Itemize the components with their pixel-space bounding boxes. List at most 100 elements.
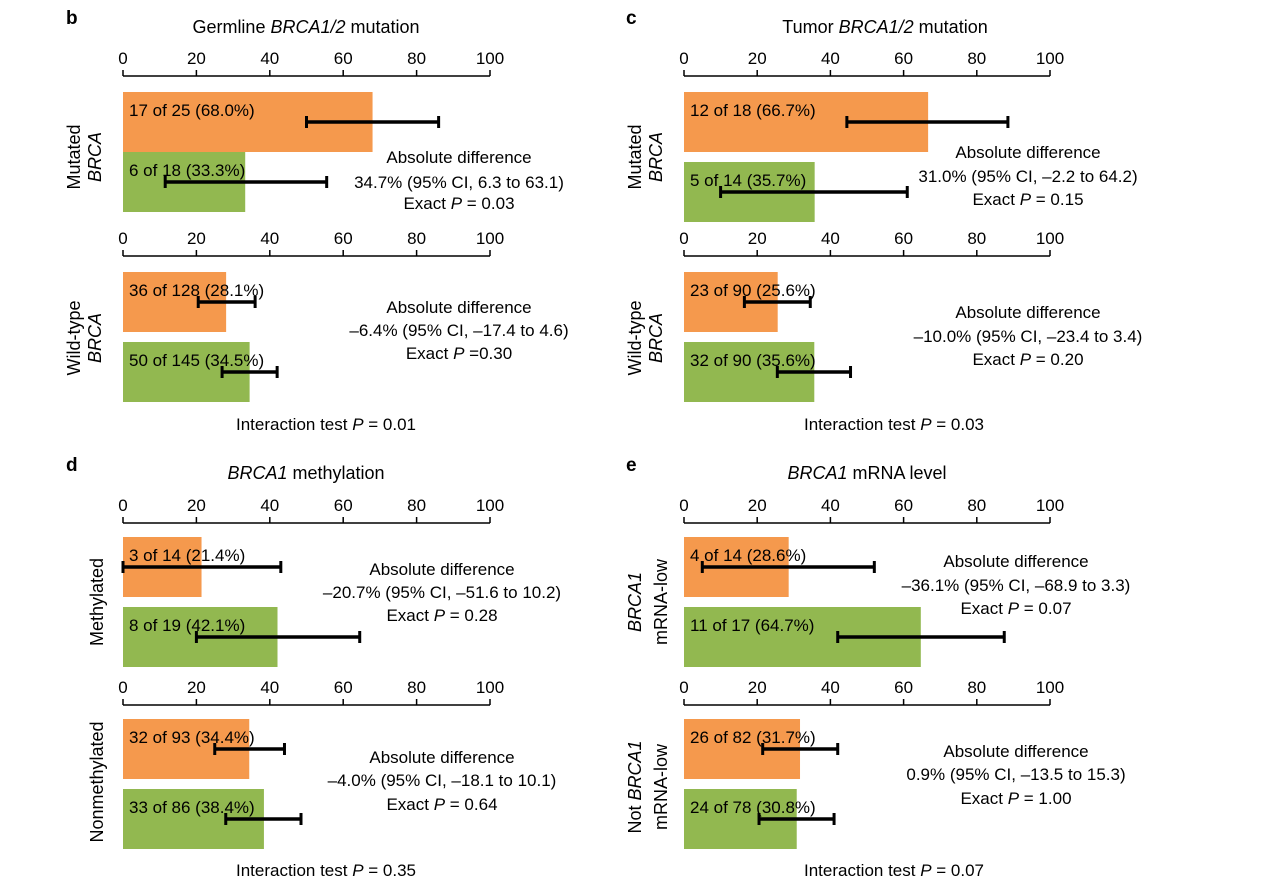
group-label-part: BRCA xyxy=(85,313,105,363)
x-tick-label: 60 xyxy=(894,496,913,515)
interaction-test-part: = 0.35 xyxy=(364,861,416,880)
difference-text-part: P xyxy=(1008,599,1020,618)
group-0: 0 20 40 60 80 100 Methylated 3 of 14 (21.4%) 8 o… xyxy=(87,496,561,667)
group-label: BRCA xyxy=(85,132,105,182)
x-tick-label: 60 xyxy=(334,678,353,697)
panel-b: b Germline BRCA1/2 mutation 0 20 40 60 80 100 Mu… xyxy=(64,8,569,434)
x-tick-label: 40 xyxy=(821,49,840,68)
group-1: 0 20 40 60 80 100 Wild-type BRCA 23 of 90 (25.6%… xyxy=(625,229,1142,402)
difference-text-part: –10.0% (95% CI, –23.4 to 3.4) xyxy=(914,327,1143,346)
difference-text-part: P xyxy=(453,344,465,363)
difference-text: Absolute difference xyxy=(943,742,1088,761)
difference-text: Absolute difference xyxy=(386,298,531,317)
panel-title-part: mutation xyxy=(914,17,988,37)
difference-text-part: Absolute difference xyxy=(369,560,514,579)
difference-text: Absolute difference xyxy=(955,303,1100,322)
difference-text-part: = 1.00 xyxy=(1019,789,1071,808)
bar-label: 32 of 90 (35.6%) xyxy=(690,351,816,370)
group-label-part: mRNA-low xyxy=(651,558,671,645)
panel-c: c Tumor BRCA1/2 mutation 0 20 40 60 80 100 Mutat… xyxy=(625,8,1142,434)
interaction-test-part: P xyxy=(920,861,932,880)
bar-label: 8 of 19 (42.1%) xyxy=(129,616,245,635)
difference-text: Exact P =0.30 xyxy=(406,344,512,363)
bar-label: 4 of 14 (28.6%) xyxy=(690,546,806,565)
x-tick-label: 100 xyxy=(1036,496,1064,515)
x-tick-label: 0 xyxy=(118,229,127,248)
bar-label: 32 of 93 (34.4%) xyxy=(129,728,255,747)
bar-label: 36 of 128 (28.1%) xyxy=(129,281,264,300)
group-label: BRCA xyxy=(646,132,666,182)
difference-text-part: Absolute difference xyxy=(943,552,1088,571)
x-tick-label: 40 xyxy=(260,229,279,248)
difference-text: –6.4% (95% CI, –17.4 to 4.6) xyxy=(349,321,568,340)
group-label: Nonmethylated xyxy=(87,721,107,842)
x-tick-label: 0 xyxy=(679,678,688,697)
panel-title-part: Tumor xyxy=(782,17,838,37)
difference-text: Exact P = 0.28 xyxy=(386,606,497,625)
bar-label: 3 of 14 (21.4%) xyxy=(129,546,245,565)
x-tick-label: 0 xyxy=(679,496,688,515)
group-label-part: BRCA xyxy=(85,132,105,182)
x-tick-label: 0 xyxy=(118,496,127,515)
group-label: mRNA-low xyxy=(651,743,671,830)
difference-text-part: Absolute difference xyxy=(386,148,531,167)
difference-text-part: Absolute difference xyxy=(955,303,1100,322)
group-label-part: Not xyxy=(625,801,645,834)
x-tick-label: 20 xyxy=(748,678,767,697)
bar-label: 6 of 18 (33.3%) xyxy=(129,161,245,180)
difference-text: Absolute difference xyxy=(943,552,1088,571)
difference-text-part: Absolute difference xyxy=(955,143,1100,162)
x-tick-label: 20 xyxy=(748,229,767,248)
x-tick-label: 40 xyxy=(260,49,279,68)
difference-text-part: = 0.07 xyxy=(1019,599,1071,618)
difference-text-part: P xyxy=(1020,190,1032,209)
interaction-test-part: P xyxy=(352,415,364,434)
x-tick-label: 20 xyxy=(748,49,767,68)
group-0: 0 20 40 60 80 100 Mutated BRCA 17 of 25 (68.0%) 6… xyxy=(64,49,564,213)
bar-label: 26 of 82 (31.7%) xyxy=(690,728,816,747)
x-tick-label: 60 xyxy=(894,678,913,697)
x-tick-label: 0 xyxy=(679,49,688,68)
difference-text-part: –20.7% (95% CI, –51.6 to 10.2) xyxy=(323,583,561,602)
difference-text-part: P xyxy=(434,795,446,814)
group-label: Mutated xyxy=(64,124,84,189)
x-tick-label: 20 xyxy=(748,496,767,515)
interaction-test-part: P xyxy=(920,415,932,434)
x-tick-label: 100 xyxy=(476,49,504,68)
group-label: BRCA xyxy=(85,313,105,363)
x-tick-label: 100 xyxy=(476,678,504,697)
x-tick-label: 20 xyxy=(187,229,206,248)
group-label: Wild-type xyxy=(625,300,645,375)
group-label: BRCA xyxy=(646,313,666,363)
panel-title-part: methylation xyxy=(287,463,384,483)
difference-text-part: P xyxy=(451,194,463,213)
interaction-test-part: = 0.03 xyxy=(932,415,984,434)
group-1: 0 20 40 60 80 100 Not BRCA1 mRNA-low 26 of 82 (3… xyxy=(625,678,1126,849)
panel-letter: c xyxy=(626,8,637,29)
interaction-test-part: = 0.07 xyxy=(932,861,984,880)
difference-text-part: Exact xyxy=(972,350,1019,369)
bar-label: 24 of 78 (30.8%) xyxy=(690,798,816,817)
difference-text-part: –36.1% (95% CI, –68.9 to 3.3) xyxy=(902,576,1131,595)
x-tick-label: 40 xyxy=(260,678,279,697)
x-tick-label: 60 xyxy=(894,229,913,248)
x-tick-label: 60 xyxy=(894,49,913,68)
panel-title-part: mRNA level xyxy=(848,463,947,483)
x-tick-label: 20 xyxy=(187,49,206,68)
difference-text: –20.7% (95% CI, –51.6 to 10.2) xyxy=(323,583,561,602)
x-tick-label: 100 xyxy=(1036,678,1064,697)
difference-text-part: P xyxy=(1020,350,1032,369)
difference-text-part: P xyxy=(434,606,446,625)
difference-text-part: 34.7% (95% CI, 6.3 to 63.1) xyxy=(354,173,564,192)
difference-text-part: = 0.15 xyxy=(1031,190,1083,209)
panel-title: BRCA1 mRNA level xyxy=(787,463,946,483)
group-1: 0 20 40 60 80 100 Wild-type BRCA 36 of 128 (28.1… xyxy=(64,229,569,402)
x-tick-label: 80 xyxy=(967,496,986,515)
group-label-part: BRCA1 xyxy=(625,572,645,632)
difference-text: Absolute difference xyxy=(386,148,531,167)
x-tick-label: 80 xyxy=(967,49,986,68)
group-label-part: Nonmethylated xyxy=(87,721,107,842)
difference-text-part: Exact xyxy=(972,190,1019,209)
x-tick-label: 80 xyxy=(407,229,426,248)
